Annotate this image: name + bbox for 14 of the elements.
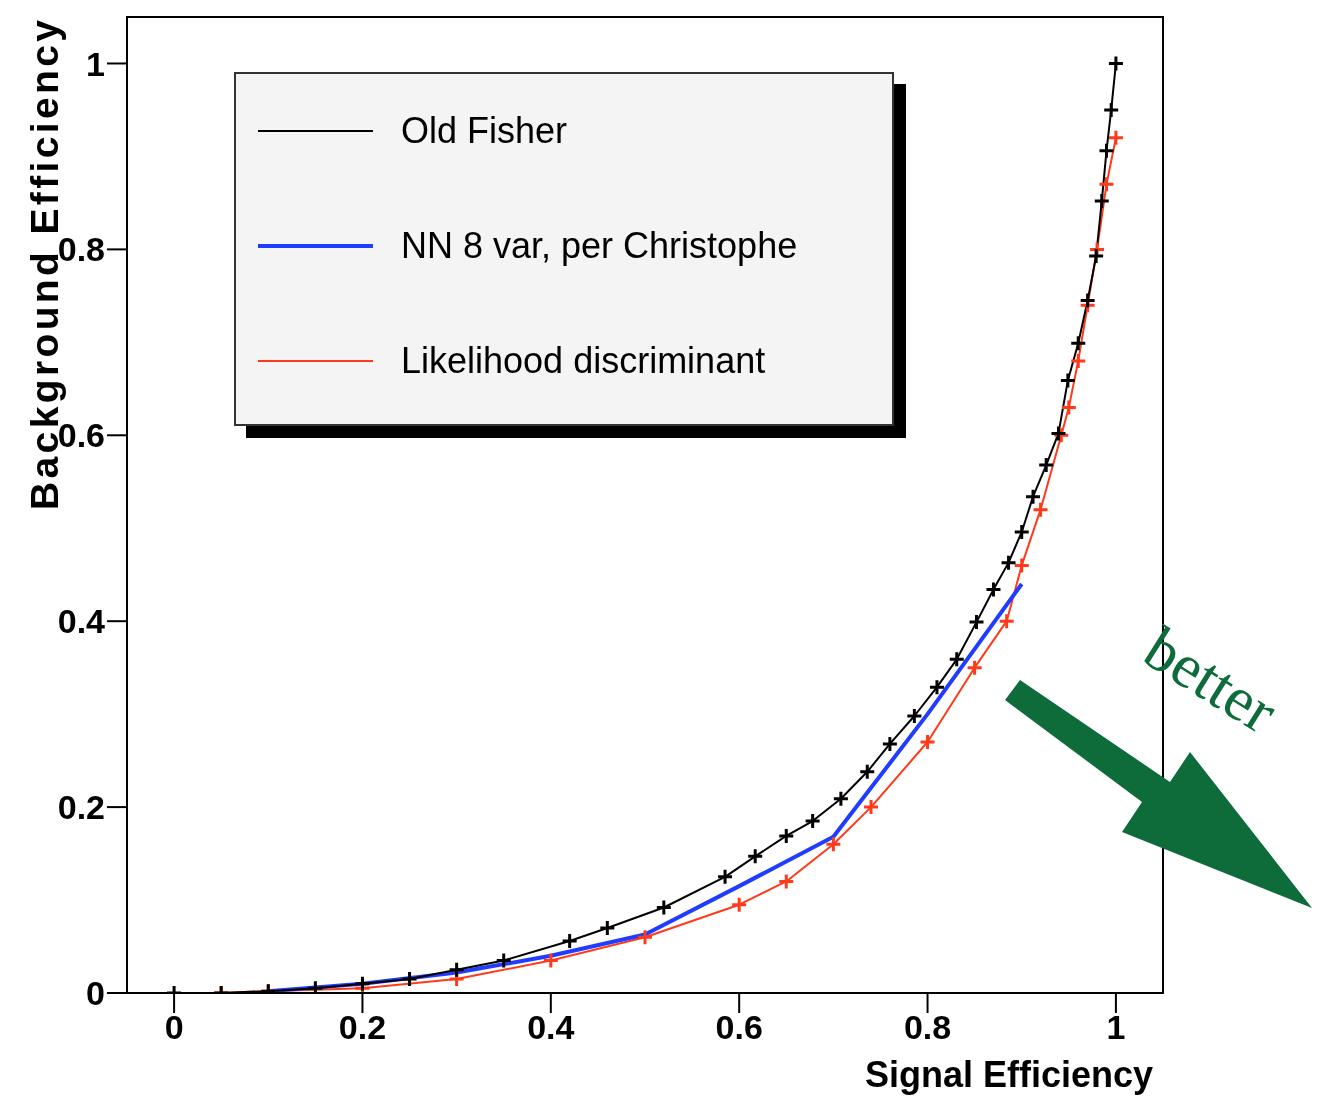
x-tick-label: 0 — [164, 1008, 184, 1047]
x-axis-title: Signal Efficiency — [864, 1054, 1153, 1095]
legend-label: NN 8 var, per Christophe — [401, 225, 798, 267]
x-tick-label: 0.6 — [715, 1008, 763, 1047]
x-tick-label: 0.4 — [527, 1008, 575, 1047]
x-tick-label: 1 — [1106, 1008, 1126, 1047]
y-tick-label: 0.4 — [57, 602, 106, 641]
y-tick-label: 0.2 — [57, 788, 105, 827]
x-tick-label: 0.8 — [903, 1008, 952, 1047]
legend-label: Old Fisher — [401, 110, 568, 152]
y-tick-label: 1 — [86, 44, 105, 83]
legend-label: Likelihood discriminant — [401, 340, 766, 382]
x-tick-label: 0.2 — [338, 1008, 387, 1047]
y-tick-label: 0 — [86, 974, 105, 1013]
